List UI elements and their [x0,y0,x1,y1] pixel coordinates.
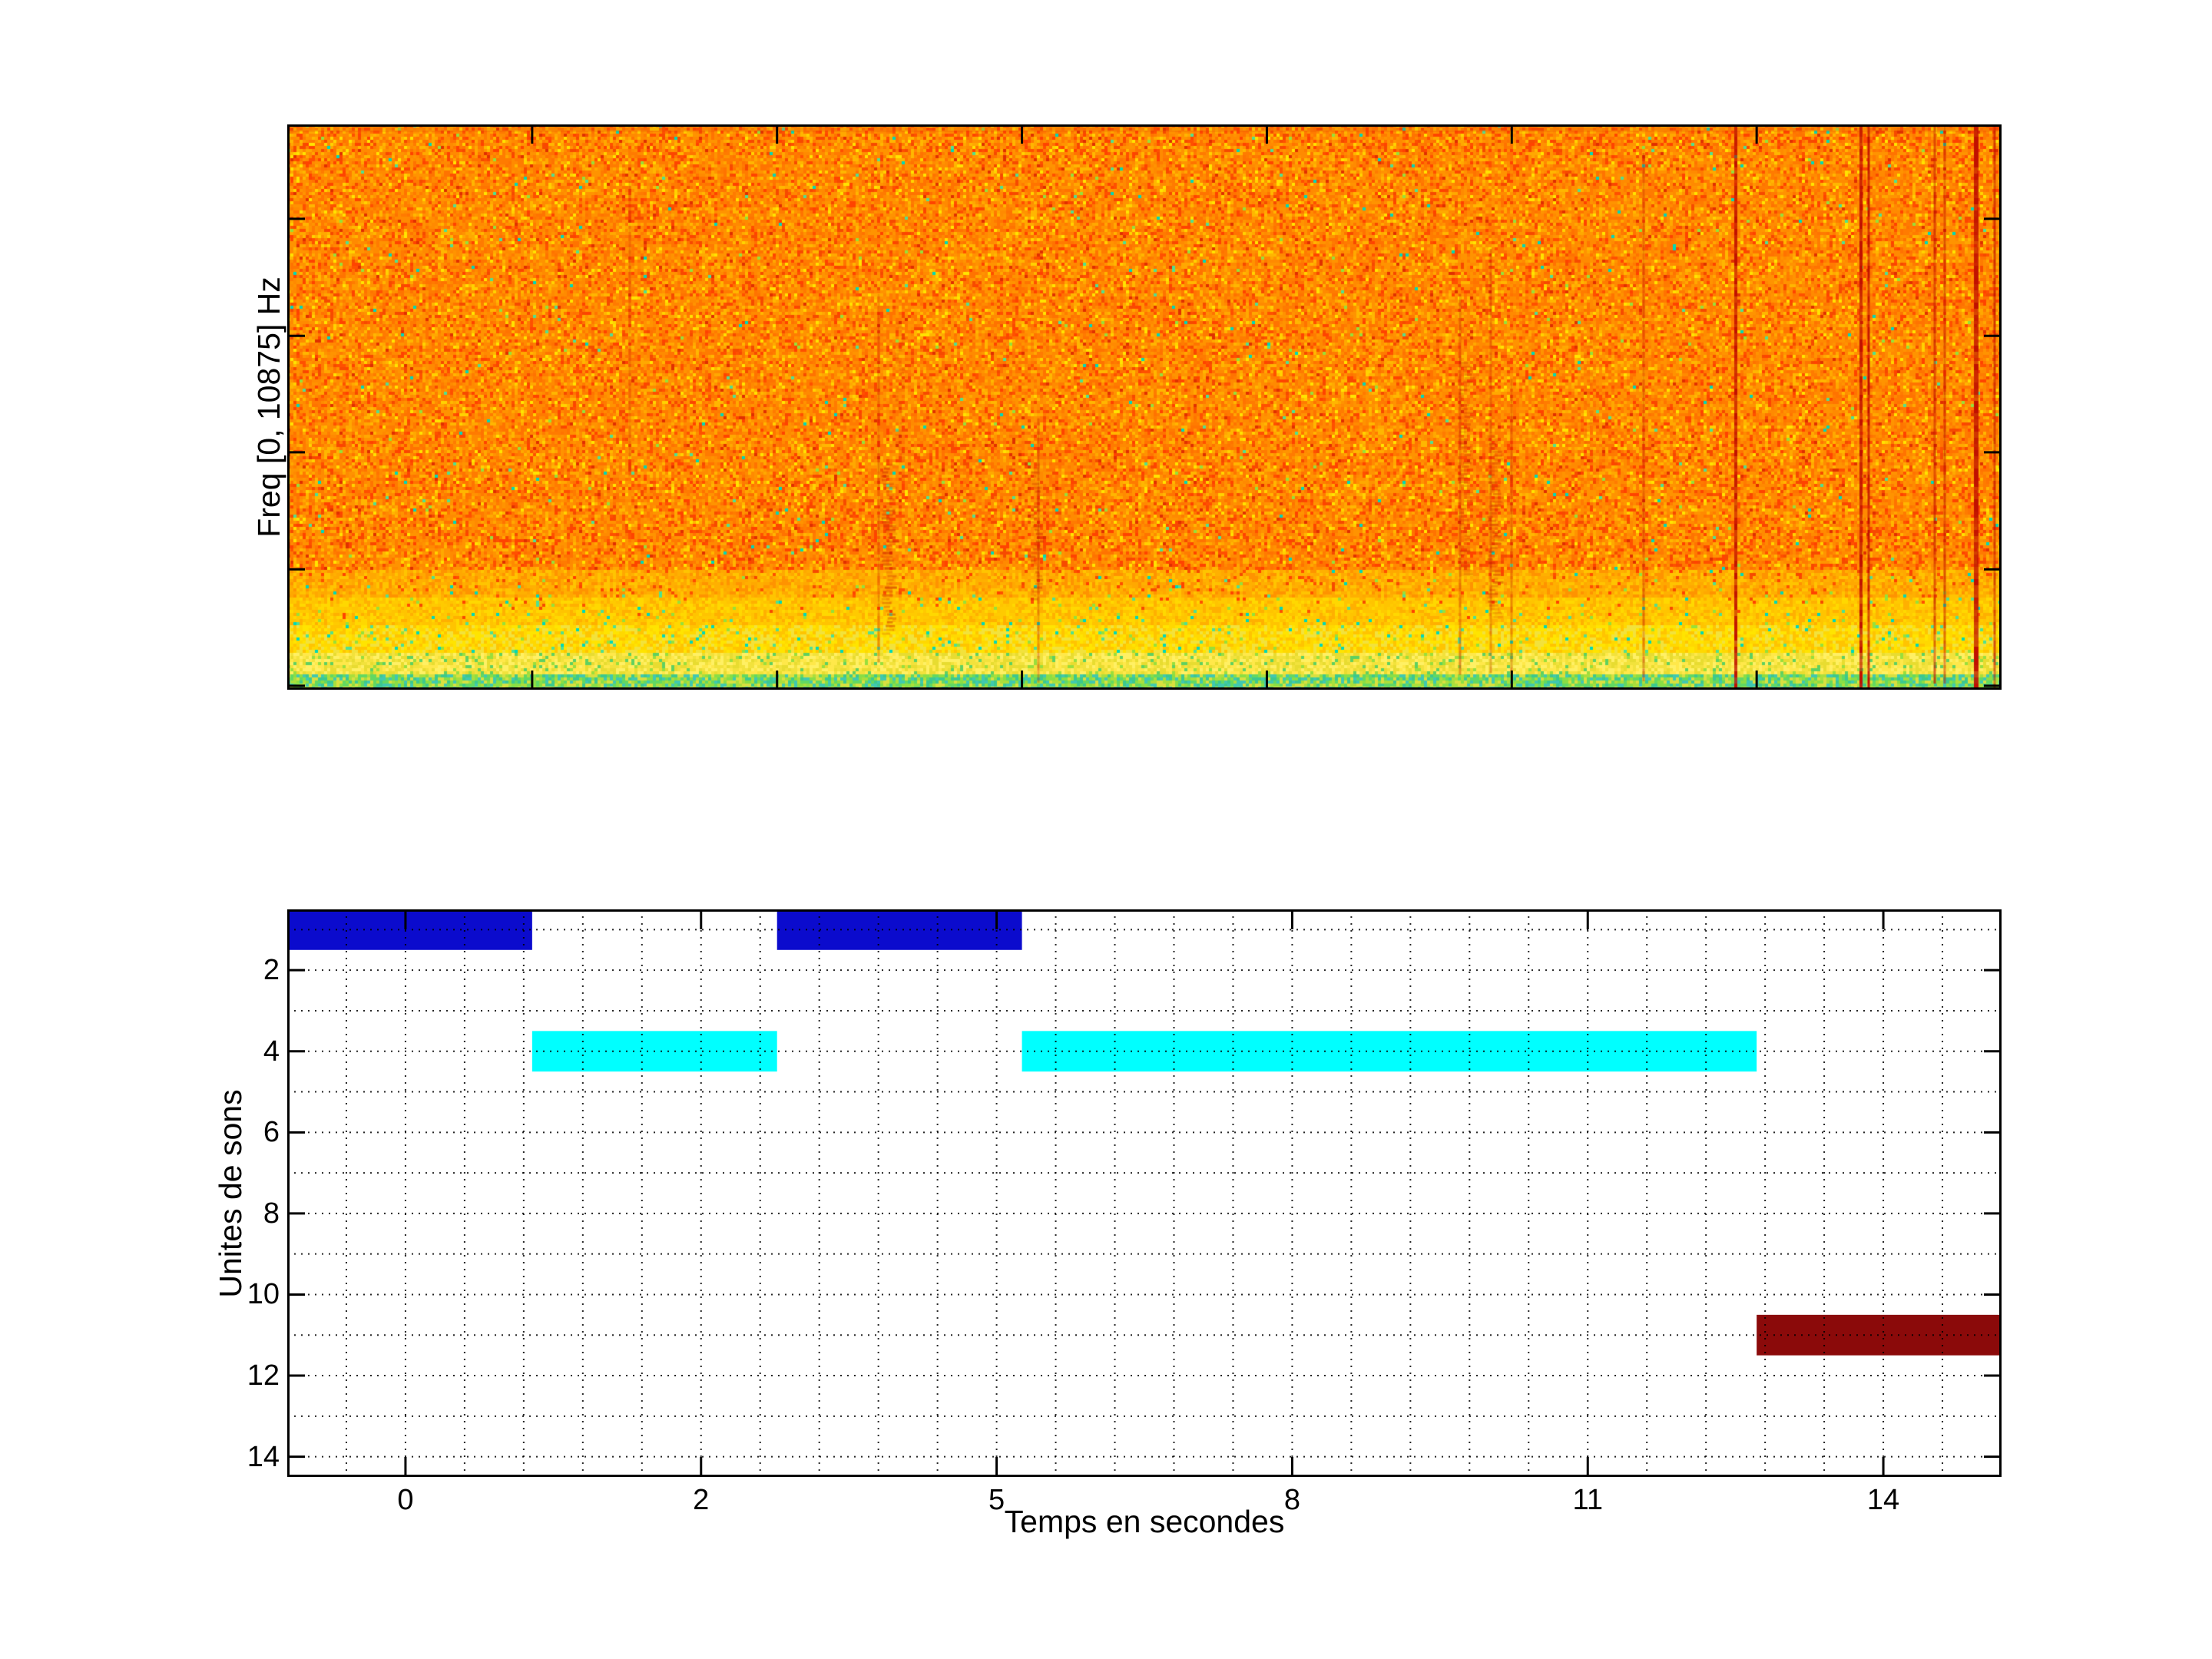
y-tick-label-10: 10 [247,1278,280,1311]
spectrogram-plot [287,124,2002,690]
sound-unit-bar-unit-4-b [1022,1031,1757,1072]
sound-unit-bar-unit-1-a [287,909,532,950]
x-tick-label-0: 0 [397,1484,414,1516]
top-y-axis-label: Freq [0, 10875] Hz [251,276,286,538]
x-tick-label-2: 2 [693,1484,710,1516]
sound-unit-bar-unit-11-a [1757,1314,2002,1356]
bottom-x-axis-label: Temps en secondes [1004,1504,1285,1539]
sound-units-plot [287,909,2002,1477]
y-tick-label-4: 4 [263,1035,280,1068]
x-tick-label-8: 8 [1283,1484,1300,1516]
sound-units-axes [287,909,2002,1477]
spectrogram-image [287,124,2002,690]
y-tick-label-6: 6 [263,1116,280,1149]
y-tick-label-14: 14 [247,1440,280,1473]
y-tick-label-2: 2 [263,954,280,987]
x-tick-label-11: 11 [1572,1484,1603,1516]
x-tick-label-14: 14 [1866,1484,1900,1516]
x-tick-label-5: 5 [988,1484,1005,1516]
y-tick-label-8: 8 [263,1197,280,1230]
sound-unit-bar-unit-1-b [777,909,1022,950]
y-tick-label-12: 12 [247,1359,280,1392]
spectrogram-axes-frame [287,124,2002,690]
